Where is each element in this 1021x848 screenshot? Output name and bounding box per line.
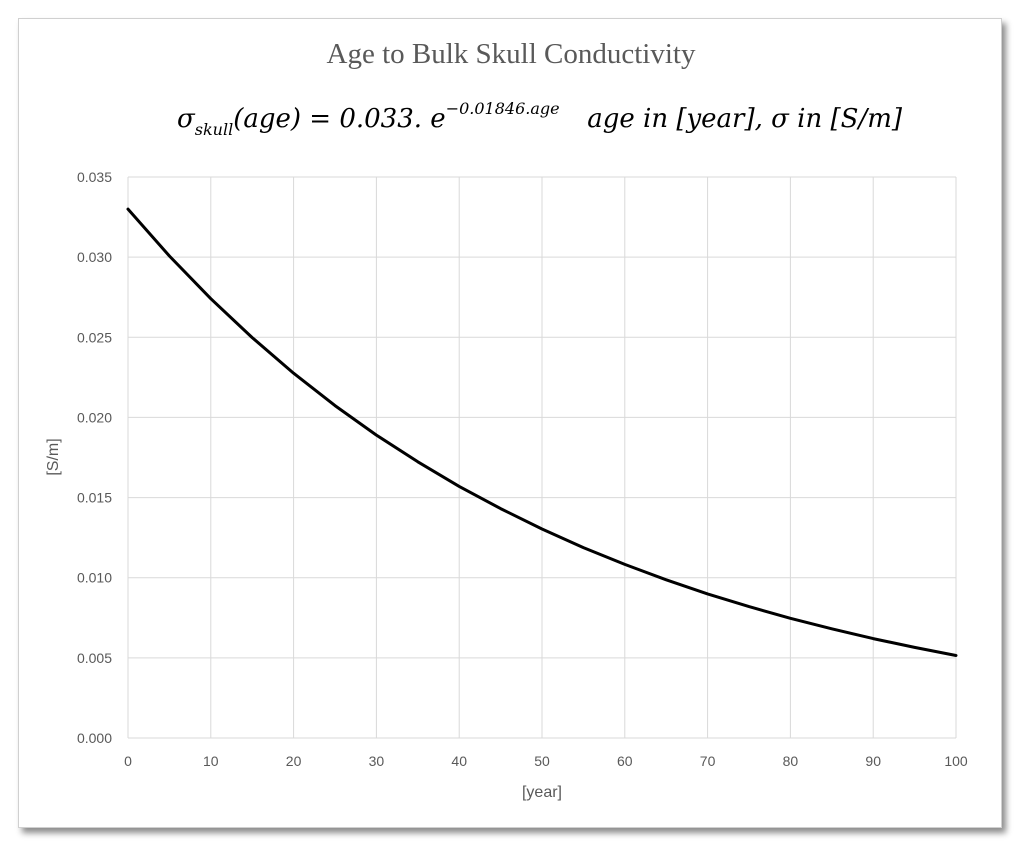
x-axis-title: [year] bbox=[522, 784, 562, 801]
y-tick-label: 0.020 bbox=[77, 409, 112, 425]
x-tick-label: 80 bbox=[783, 753, 799, 769]
series-layer bbox=[126, 207, 958, 657]
chart-equation: σskull(age) = 0.033. e−0.01846.age bbox=[177, 99, 560, 139]
x-tick-label: 20 bbox=[286, 753, 302, 769]
x-tick-label: 90 bbox=[865, 753, 881, 769]
x-tick-label: 100 bbox=[944, 753, 968, 769]
equation-lhs: (age) = 0.033. e bbox=[233, 104, 445, 134]
chart-title: Age to Bulk Skull Conductivity bbox=[327, 38, 696, 70]
x-tick-label: 40 bbox=[451, 753, 467, 769]
y-tick-label: 0.030 bbox=[77, 249, 112, 265]
x-tick-label: 10 bbox=[203, 753, 219, 769]
x-tick-label: 60 bbox=[617, 753, 633, 769]
x-tick-label: 50 bbox=[534, 753, 550, 769]
tick-label-layer: 0 10 20 30 40 50 60 70 80 90 100 0.000 0.005 0.010 0.0… bbox=[77, 169, 968, 769]
y-tick-label: 0.015 bbox=[77, 490, 112, 506]
y-tick-label: 0.035 bbox=[77, 169, 112, 185]
y-tick-label: 0.010 bbox=[77, 570, 112, 586]
equation-units-note: age in [year], σ in [S/m] bbox=[587, 104, 903, 134]
equation-sigma: σ bbox=[177, 104, 196, 134]
series-line bbox=[126, 207, 958, 657]
equation-subscript: skull bbox=[195, 120, 233, 139]
x-tick-label: 0 bbox=[124, 753, 132, 769]
equation-exponent: −0.01846.age bbox=[446, 99, 560, 118]
chart-svg: Age to Bulk Skull Conductivity σskull(ag… bbox=[45, 38, 968, 801]
y-tick-label: 0.025 bbox=[77, 329, 112, 345]
y-tick-label: 0.000 bbox=[77, 730, 112, 746]
x-tick-label: 70 bbox=[700, 753, 716, 769]
y-axis-title: [S/m] bbox=[45, 438, 62, 475]
y-tick-label: 0.005 bbox=[77, 650, 112, 666]
x-tick-label: 30 bbox=[369, 753, 385, 769]
grid-layer bbox=[127, 176, 957, 739]
chart-frame: Age to Bulk Skull Conductivity σskull(ag… bbox=[18, 18, 1002, 828]
